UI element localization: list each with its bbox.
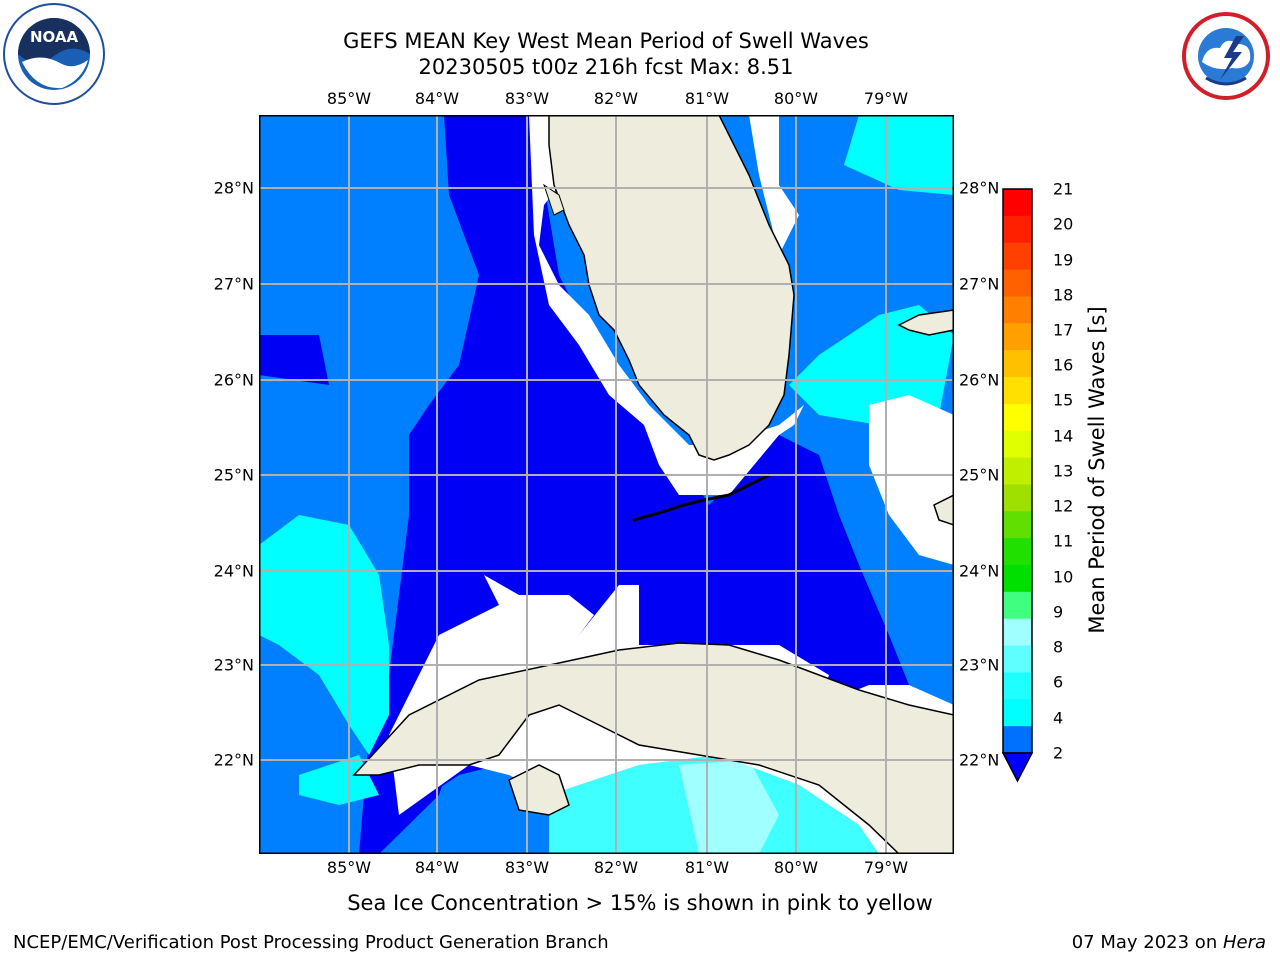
colorbar <box>1000 186 1036 784</box>
colorbar-swatch <box>1003 645 1032 673</box>
swell-zone-cyan-east <box>789 305 954 425</box>
cuba-landmass <box>352 642 955 855</box>
lon-label-bottom: 81°W <box>684 858 730 877</box>
lat-label-right: 26°N <box>959 370 1000 390</box>
lat-label-right: 23°N <box>959 655 1000 675</box>
colorbar-tick: 20 <box>1053 214 1074 234</box>
lon-label-bottom: 85°W <box>326 858 372 877</box>
swell-zone-cyan-west <box>259 515 389 755</box>
lon-label-top: 83°W <box>504 89 550 108</box>
lat-label-left: 22°N <box>213 750 254 770</box>
colorbar-swatch <box>1003 296 1032 324</box>
footer-date-text: 07 May 2023 on <box>1071 932 1223 953</box>
lon-label-top: 80°W <box>773 89 819 108</box>
colorbar-label: Mean Period of Swell Waves [s] <box>1085 306 1109 634</box>
colorbar-tick: 4 <box>1053 708 1064 728</box>
colorbar-tick: 15 <box>1053 390 1074 410</box>
colorbar-swatches <box>1001 188 1034 783</box>
title-line-2: 20230505 t00z 216h fcst Max: 8.51 <box>418 55 794 79</box>
colorbar-tick: 8 <box>1053 637 1064 657</box>
colorbar-swatch <box>1003 189 1032 217</box>
lon-label-bottom: 83°W <box>504 858 550 877</box>
noaa-logo-text: NOAA <box>30 28 79 46</box>
lon-label-top: 81°W <box>684 89 730 108</box>
colorbar-swatch <box>1003 511 1032 539</box>
map-frame <box>259 115 954 854</box>
colorbar-swatch <box>1003 538 1032 566</box>
colorbar-tick: 12 <box>1053 496 1074 516</box>
isla-juventud <box>508 764 570 816</box>
colorbar-frame <box>1002 188 1033 754</box>
footer-host: Hera <box>1222 932 1266 953</box>
lat-label-left: 27°N <box>213 274 254 294</box>
colorbar-swatch <box>1003 269 1032 297</box>
colorbar-swatch <box>1003 323 1032 351</box>
lat-label-left: 24°N <box>213 561 254 581</box>
map-canvas <box>259 114 955 855</box>
lat-label-left: 28°N <box>213 178 254 198</box>
colorbar-tick: 19 <box>1053 250 1074 270</box>
florida-keys <box>632 473 771 522</box>
noaa-logo: NOAA <box>2 2 106 106</box>
colorbar-swatch <box>1003 699 1032 727</box>
colorbar-swatch <box>1003 672 1032 700</box>
colorbar-swatch <box>1003 457 1032 485</box>
colorbar-tick: 14 <box>1053 426 1074 446</box>
map-panel <box>259 114 955 855</box>
lat-label-left: 25°N <box>213 465 254 485</box>
lon-label-bottom: 79°W <box>863 858 909 877</box>
lon-label-top: 82°W <box>593 89 639 108</box>
colorbar-swatch <box>1003 618 1032 647</box>
lon-label-top: 84°W <box>414 89 460 108</box>
colorbar-swatch <box>1003 242 1032 271</box>
lat-label-left: 26°N <box>213 370 254 390</box>
lon-label-bottom: 84°W <box>414 858 460 877</box>
colorbar-swatch <box>1003 215 1032 244</box>
lat-label-right: 27°N <box>959 274 1000 294</box>
sea-ice-note: Sea Ice Concentration > 15% is shown in … <box>347 891 933 915</box>
colorbar-tick: 18 <box>1053 285 1074 305</box>
lon-label-top: 79°W <box>863 89 909 108</box>
gridlines <box>259 115 954 854</box>
lon-label-bottom: 82°W <box>593 858 639 877</box>
colorbar-tick: 21 <box>1053 179 1074 199</box>
colorbar-swatch <box>1003 565 1032 593</box>
title-line-1: GEFS MEAN Key West Mean Period of Swell … <box>343 29 869 53</box>
colorbar-tick: 9 <box>1053 602 1064 622</box>
colorbar-tick: 17 <box>1053 320 1074 340</box>
colorbar-swatch <box>1003 350 1032 378</box>
nws-logo <box>1176 10 1276 102</box>
colorbar-tick: 11 <box>1053 531 1074 551</box>
colorbar-swatch <box>1003 430 1032 459</box>
colorbar-tick: 16 <box>1053 355 1074 375</box>
colorbar-tick: 6 <box>1053 672 1064 692</box>
lon-label-bottom: 80°W <box>773 858 819 877</box>
colorbar-tick: 13 <box>1053 461 1074 481</box>
colorbar-swatch <box>1003 377 1032 405</box>
footer-credit: NCEP/EMC/Verification Post Processing Pr… <box>13 932 609 953</box>
lat-label-right: 25°N <box>959 465 1000 485</box>
colorbar-swatch <box>1003 403 1032 432</box>
colorbar-tick: 2 <box>1053 743 1064 763</box>
lat-label-right: 28°N <box>959 178 1000 198</box>
colorbar-under-arrow <box>1001 752 1034 783</box>
lat-label-right: 24°N <box>959 561 1000 581</box>
colorbar-swatch <box>1003 591 1032 620</box>
colorbar-tick: 10 <box>1053 567 1074 587</box>
lon-label-top: 85°W <box>326 89 372 108</box>
footer-date: 07 May 2023 on Hera <box>1072 932 1266 953</box>
lat-label-right: 22°N <box>959 750 1000 770</box>
lat-label-left: 23°N <box>213 655 254 675</box>
colorbar-swatch <box>1003 726 1032 754</box>
colorbar-swatch <box>1003 484 1032 512</box>
